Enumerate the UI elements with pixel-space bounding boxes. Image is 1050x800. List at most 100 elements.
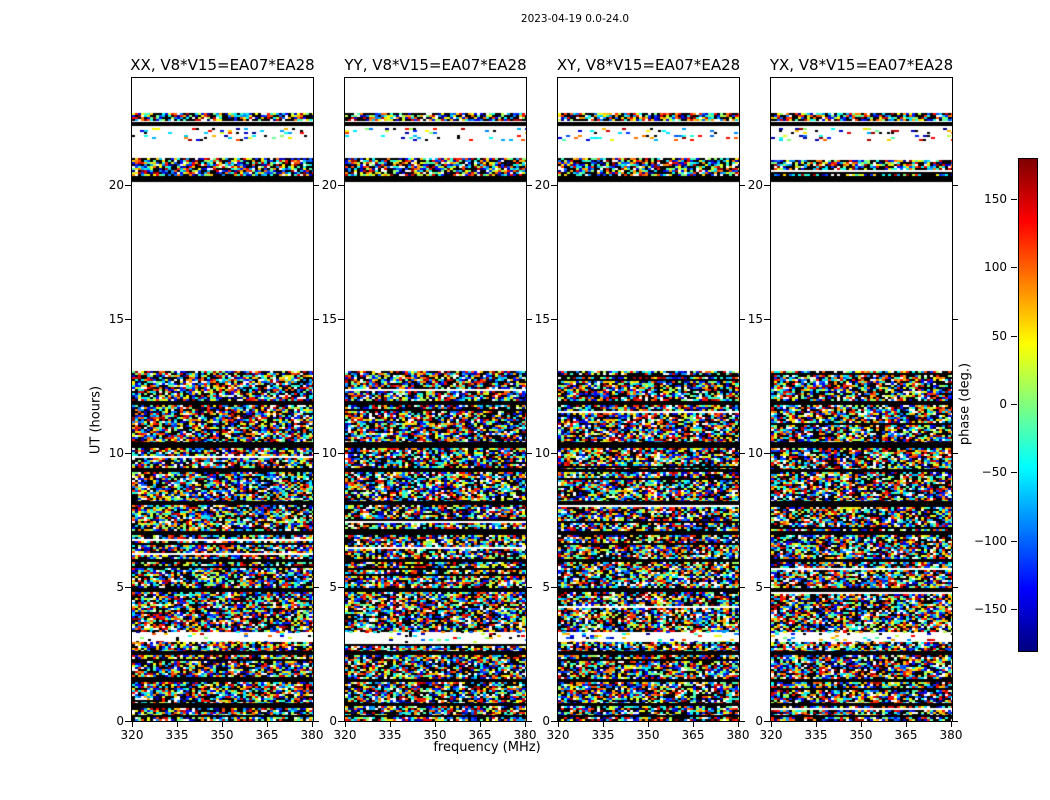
y-tick-label: 5 (542, 580, 550, 594)
y-tick-mark (764, 721, 770, 722)
colorbar (1018, 158, 1038, 652)
x-tick-mark (525, 721, 526, 727)
x-tick-label: 320 (333, 728, 357, 742)
y-tick-mark (739, 185, 745, 186)
x-tick-label: 365 (681, 728, 705, 742)
x-tick-label: 335 (804, 728, 828, 742)
y-tick-mark (551, 185, 557, 186)
y-tick-mark (313, 185, 319, 186)
y-tick-mark (764, 587, 770, 588)
y-tick-mark (952, 185, 958, 186)
x-tick-label: 320 (759, 728, 783, 742)
x-tick-mark (693, 721, 694, 727)
y-tick-mark (526, 587, 532, 588)
x-tick-label: 335 (591, 728, 615, 742)
y-tick-mark (125, 453, 131, 454)
x-tick-mark (177, 721, 178, 727)
y-tick-label: 5 (116, 580, 124, 594)
x-tick-mark (648, 721, 649, 727)
colorbar-tick-mark (1011, 267, 1017, 268)
phase-heatmap-yy (345, 78, 526, 721)
x-tick-label: 350 (210, 728, 234, 742)
colorbar-tick-label: 100 (984, 260, 1007, 274)
y-tick-mark (739, 453, 745, 454)
y-tick-label: 15 (108, 312, 124, 326)
y-tick-mark (313, 721, 319, 722)
y-tick-mark (952, 319, 958, 320)
colorbar-tick-mark (1011, 541, 1017, 542)
colorbar-tick-mark (1011, 472, 1017, 473)
colorbar-tick-label: −50 (981, 465, 1007, 479)
y-tick-mark (739, 587, 745, 588)
x-tick-label: 365 (255, 728, 279, 742)
y-tick-label: 10 (108, 446, 124, 460)
x-tick-label: 320 (120, 728, 144, 742)
y-tick-mark (338, 453, 344, 454)
y-tick-mark (125, 319, 131, 320)
x-tick-mark (222, 721, 223, 727)
y-tick-label: 20 (747, 178, 763, 192)
y-tick-label: 10 (534, 446, 550, 460)
y-tick-label: 15 (321, 312, 337, 326)
y-tick-mark (338, 721, 344, 722)
x-tick-label: 350 (849, 728, 873, 742)
panel-title-xx: XX, V8*V15=EA07*EA28 (130, 56, 315, 74)
y-tick-mark (764, 453, 770, 454)
x-tick-mark (951, 721, 952, 727)
y-tick-label: 0 (755, 714, 763, 728)
y-tick-mark (338, 185, 344, 186)
x-tick-mark (345, 721, 346, 727)
colorbar-tick-mark (1011, 404, 1017, 405)
panel-yy: YY, V8*V15=EA07*EA28 0 5 10 15 20 320 335 350 36… (322, 56, 537, 742)
colorbar-tick-label: 50 (991, 329, 1007, 343)
y-tick-label: 5 (329, 580, 337, 594)
colorbar-tick-mark (1011, 336, 1017, 337)
y-tick-mark (338, 319, 344, 320)
y-tick-label: 0 (329, 714, 337, 728)
panel-xy: XY, V8*V15=EA07*EA28 0 5 10 15 20 320 335 350 36… (535, 56, 750, 742)
y-tick-label: 15 (534, 312, 550, 326)
colorbar-tick-label: −150 (974, 602, 1007, 616)
x-tick-mark (132, 721, 133, 727)
y-tick-mark (739, 319, 745, 320)
x-tick-label: 350 (636, 728, 660, 742)
colorbar-tick-label: 150 (984, 192, 1007, 206)
colorbar-tick-mark (1011, 199, 1017, 200)
y-tick-label: 10 (321, 446, 337, 460)
colorbar-tick-label: 0 (999, 397, 1007, 411)
y-tick-mark (952, 453, 958, 454)
y-tick-mark (764, 185, 770, 186)
panel-title-yx: YX, V8*V15=EA07*EA28 (769, 56, 954, 74)
phase-heatmap-xx (132, 78, 313, 721)
y-tick-mark (952, 587, 958, 588)
panel-xx: XX, V8*V15=EA07*EA28 0 5 10 15 20 320 335 350 36… (109, 56, 324, 742)
x-tick-label: 335 (378, 728, 402, 742)
y-tick-label: 15 (747, 312, 763, 326)
y-tick-mark (526, 453, 532, 454)
panel-title-xy: XY, V8*V15=EA07*EA28 (556, 56, 741, 74)
x-tick-mark (435, 721, 436, 727)
x-tick-label: 380 (726, 728, 750, 742)
x-tick-mark (558, 721, 559, 727)
y-tick-mark (313, 453, 319, 454)
colorbar-tick-mark (1011, 609, 1017, 610)
x-tick-mark (861, 721, 862, 727)
x-axis-label: frequency (MHz) (433, 740, 541, 755)
y-tick-label: 20 (534, 178, 550, 192)
y-tick-mark (526, 721, 532, 722)
x-tick-label: 380 (300, 728, 324, 742)
y-axis-label: UT (hours) (88, 385, 104, 455)
y-tick-mark (313, 587, 319, 588)
y-tick-mark (313, 319, 319, 320)
x-tick-mark (390, 721, 391, 727)
y-tick-mark (952, 721, 958, 722)
y-tick-label: 5 (755, 580, 763, 594)
y-tick-mark (125, 721, 131, 722)
phase-heatmap-xy (558, 78, 739, 721)
panel-yx: YX, V8*V15=EA07*EA28 0 5 10 15 20 320 335 350 36… (748, 56, 963, 742)
y-tick-mark (551, 587, 557, 588)
y-tick-mark (551, 319, 557, 320)
x-tick-label: 380 (513, 728, 537, 742)
phase-heatmap-yx (771, 78, 952, 721)
x-tick-mark (906, 721, 907, 727)
